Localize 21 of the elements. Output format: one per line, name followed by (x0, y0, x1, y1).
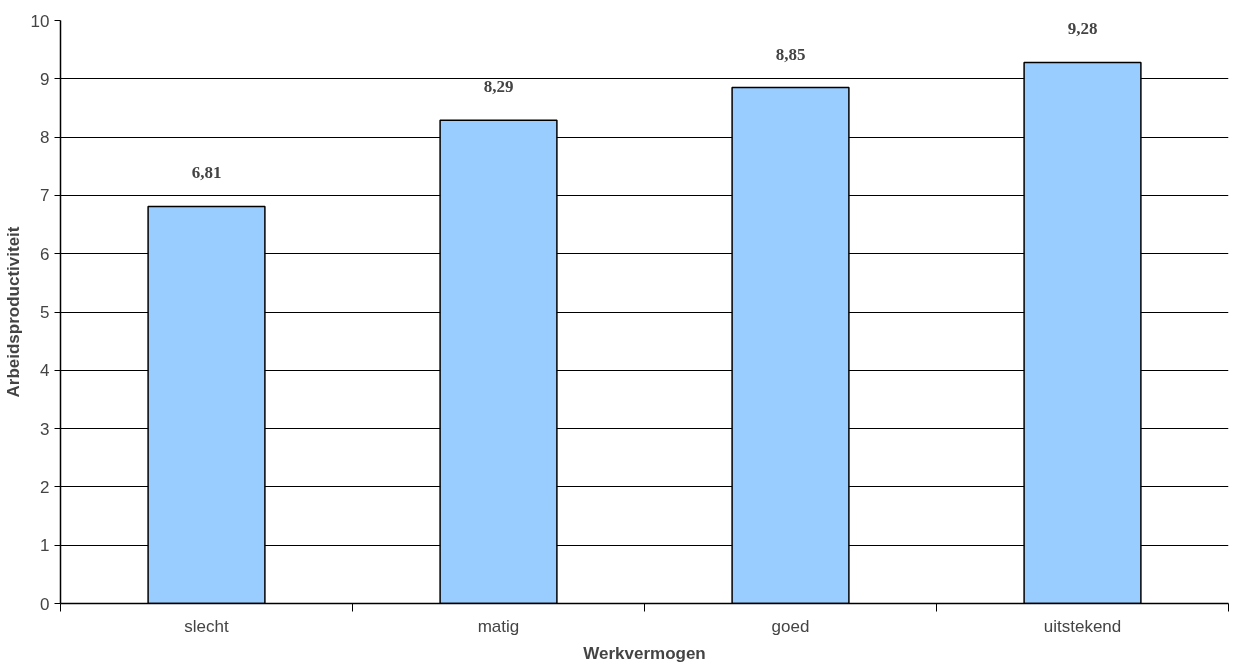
data-label: 9,28 (1067, 19, 1098, 39)
y-tick-label: 7 (40, 186, 50, 206)
y-tick-label: 2 (40, 477, 50, 497)
x-tick-label: goed (771, 616, 810, 636)
data-label: 8,29 (483, 77, 514, 97)
y-tick-label: 5 (40, 303, 50, 322)
y-tick-label: 1 (40, 536, 50, 556)
x-axis-title: Werkvermogen (583, 643, 706, 663)
y-tick-label: 10 (30, 11, 50, 31)
data-label: 6,81 (191, 163, 222, 183)
y-tick-label: 9 (40, 69, 50, 89)
x-tick-label: uitstekend (1043, 616, 1122, 636)
y-tick-label: 0 (40, 594, 50, 614)
x-tick-label: slecht (184, 616, 229, 636)
y-axis-title: Arbeidsproductiviteit (3, 226, 23, 398)
y-tick-label: 3 (40, 419, 50, 439)
x-tick-label: matig (477, 616, 520, 636)
y-tick-label: 8 (40, 128, 50, 148)
y-tick-label: 4 (40, 361, 50, 381)
y-tick-label: 6 (40, 244, 50, 264)
data-label: 8,85 (775, 44, 806, 64)
